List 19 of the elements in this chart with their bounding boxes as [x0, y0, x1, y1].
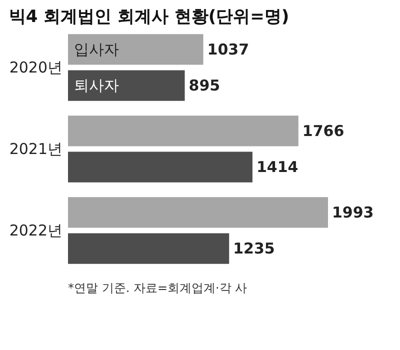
data-label: 1414: [256, 158, 298, 176]
text: *연말 기준. 자료=회계업계·각 사: [68, 281, 248, 295]
series-label: 입사자: [74, 40, 119, 58]
y-tick-label: 2021년: [9, 140, 62, 158]
y-tick-label: 2020년: [9, 58, 62, 76]
data-label: 1766: [302, 122, 344, 140]
series-label: 퇴사자: [74, 76, 119, 95]
data-label: 1993: [332, 203, 374, 222]
chart-title: 빅4 회계법인 회계사 현황(단위=명): [8, 7, 290, 27]
data-label: 1037: [207, 40, 250, 58]
data-label: 1235: [233, 240, 275, 258]
bar: [68, 70, 185, 101]
bar: [68, 197, 328, 228]
data-label: 895: [188, 76, 220, 95]
bar: [68, 233, 230, 264]
bar: [68, 152, 252, 182]
bar: [68, 34, 204, 65]
y-tick-label: 2022년: [9, 222, 62, 240]
bar: [68, 116, 298, 146]
